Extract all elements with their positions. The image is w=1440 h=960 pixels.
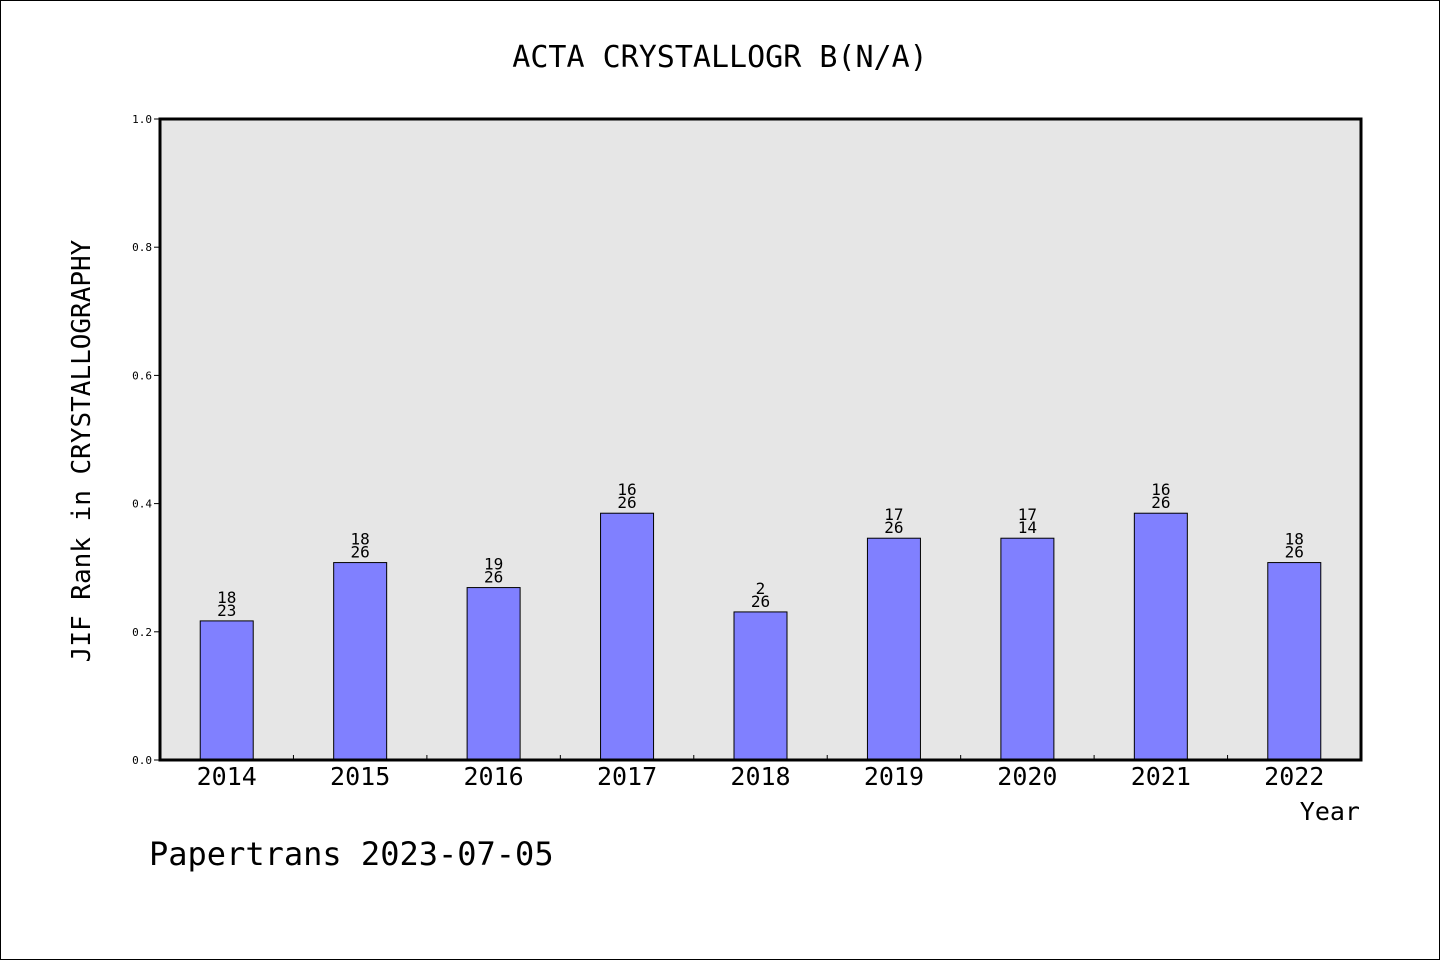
x-tick-label-2016: 2016 [464, 762, 524, 791]
y-tick-label: 0.6 [132, 369, 152, 382]
bar-2015 [333, 562, 388, 761]
bar-2022 [1267, 562, 1322, 761]
y-tick-label: 0.0 [132, 754, 152, 767]
data-label-total-2014: 23 [217, 601, 236, 620]
x-axis-label: Year [1300, 797, 1360, 826]
plot-border [158, 117, 1363, 762]
data-label-total-2019: 26 [884, 518, 903, 537]
ticks-layer: 0.0 0.2 0.4 0.6 0.8 1.0 2014 2015 2016 2017 2018 20… [132, 113, 1324, 791]
data-label-total-2018: 26 [751, 592, 770, 611]
x-tick-label-2018: 2018 [730, 762, 790, 791]
y-tick-label: 0.8 [132, 241, 152, 254]
data-label-total-2021: 26 [1151, 493, 1170, 512]
x-tick-label-2022: 2022 [1264, 762, 1324, 791]
data-label-rank-2016: 19 [484, 555, 503, 574]
y-tick-label: 1.0 [132, 113, 152, 126]
bar-2017 [600, 512, 655, 761]
data-label-rank-2017: 16 [617, 480, 636, 499]
x-tick-label-2019: 2019 [864, 762, 924, 791]
data-label-rank-2015: 18 [351, 530, 370, 549]
bar-2021 [1133, 512, 1188, 761]
y-tick-label: 0.2 [132, 626, 152, 639]
data-label-rank-2021: 16 [1151, 480, 1170, 499]
data-label-rank-2020: 17 [1018, 505, 1037, 524]
data-label-total-2017: 26 [617, 493, 636, 512]
data-label-rank-2022: 18 [1285, 530, 1304, 549]
chart-title: ACTA CRYSTALLOGR B(N/A) [512, 40, 927, 75]
bar-2014 [199, 620, 254, 761]
footer-watermark: Papertrans 2023-07-05 [149, 835, 554, 873]
x-tick-label-2021: 2021 [1131, 762, 1191, 791]
x-tick-label-2015: 2015 [330, 762, 390, 791]
data-label-total-2015: 26 [351, 543, 370, 562]
y-axis-label: JIF Rank in CRYSTALLOGRAPHY [67, 239, 97, 662]
data-label-total-2020: 14 [1018, 518, 1037, 537]
x-tick-label-2017: 2017 [597, 762, 657, 791]
y-tick-label: 0.4 [132, 498, 152, 511]
bar-2016 [466, 587, 521, 761]
bar-2020 [1000, 537, 1055, 761]
x-tick-label-2020: 2020 [997, 762, 1057, 791]
data-label-rank-2014: 18 [217, 588, 236, 607]
data-label-total-2022: 26 [1285, 543, 1304, 562]
x-tick-label-2014: 2014 [197, 762, 257, 791]
data-label-rank-2018: 2 [756, 579, 766, 598]
bar-2018 [733, 611, 788, 761]
data-label-rank-2019: 17 [884, 505, 903, 524]
data-label-total-2016: 26 [484, 568, 503, 587]
bar-2019 [866, 537, 921, 761]
